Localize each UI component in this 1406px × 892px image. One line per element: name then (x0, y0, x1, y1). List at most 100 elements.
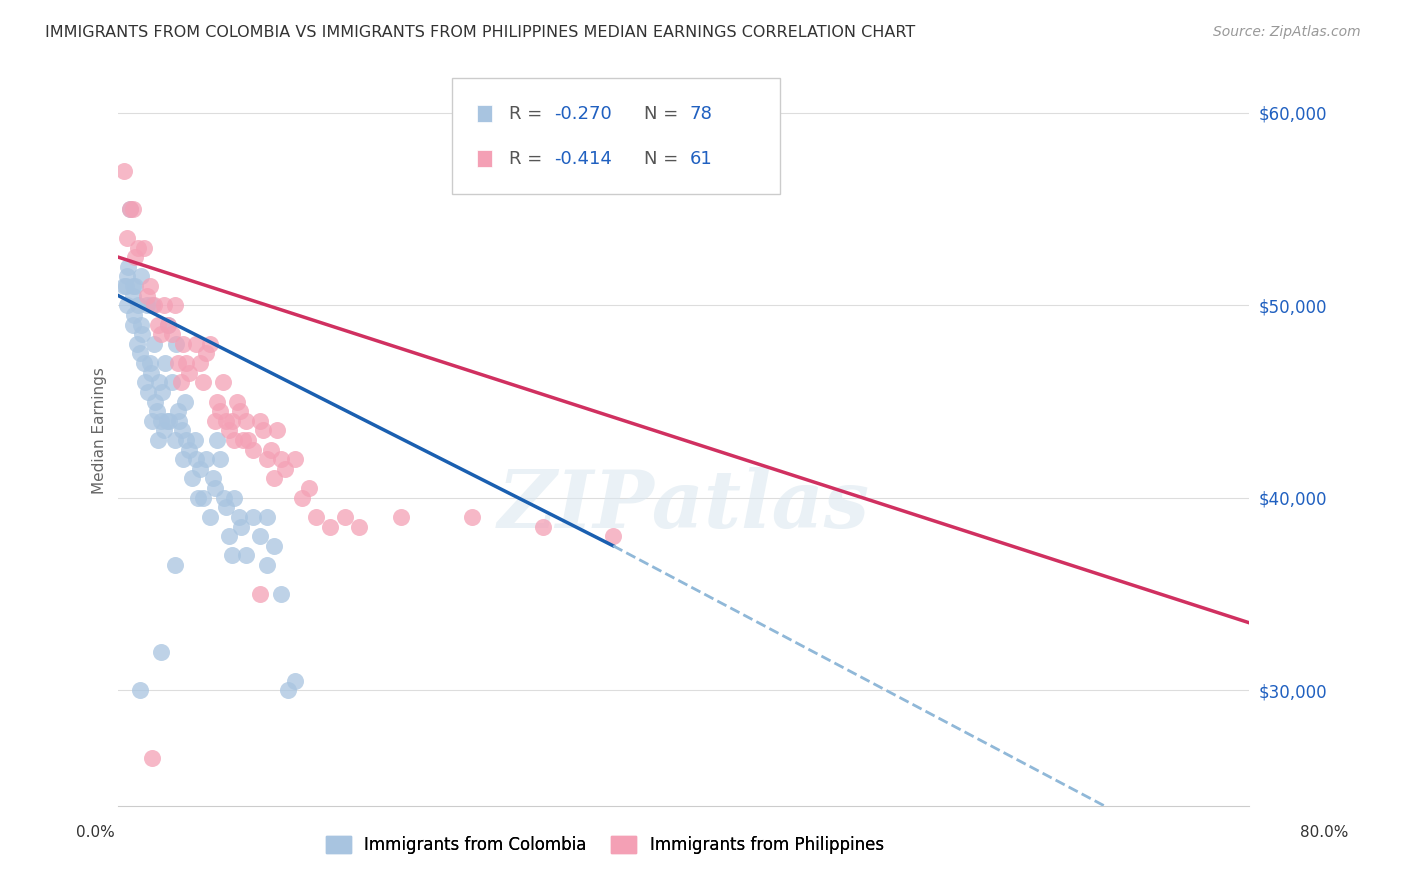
Point (156, 318, 179, 332)
Point (204, 481, 226, 495)
Point (176, 356, 198, 370)
Point (112, 279, 135, 293)
Point (141, 750, 163, 764)
Point (215, 414, 238, 428)
Point (152, 424, 174, 438)
Point (347, 519, 370, 533)
Point (121, 288, 143, 302)
Point (274, 462, 297, 476)
Point (221, 414, 243, 428)
Point (163, 558, 186, 573)
Point (209, 452, 232, 467)
Point (118, 202, 141, 216)
Text: -0.270: -0.270 (554, 104, 612, 123)
Point (249, 529, 271, 543)
Point (163, 298, 186, 312)
Point (204, 414, 226, 428)
Point (291, 491, 314, 505)
Point (270, 452, 292, 467)
Point (134, 376, 156, 390)
Text: IMMIGRANTS FROM COLOMBIA VS IMMIGRANTS FROM PHILIPPINES MEDIAN EARNINGS CORRELAT: IMMIGRANTS FROM COLOMBIA VS IMMIGRANTS F… (45, 25, 915, 40)
Point (181, 471, 204, 485)
Point (115, 269, 138, 284)
Point (156, 318, 179, 332)
Point (602, 529, 624, 543)
Point (195, 452, 218, 467)
Point (229, 404, 252, 418)
Text: ZIPatlas: ZIPatlas (498, 467, 870, 544)
Point (179, 366, 201, 380)
Point (150, 384, 173, 399)
Point (142, 298, 165, 312)
Point (190, 462, 212, 476)
Point (200, 510, 222, 524)
Point (170, 424, 193, 438)
Point (146, 318, 169, 332)
Point (231, 519, 253, 533)
Point (249, 587, 271, 601)
Point (184, 433, 207, 447)
Point (121, 279, 143, 293)
Point (389, 510, 412, 524)
Point (226, 394, 249, 409)
Point (200, 336, 222, 351)
Point (127, 241, 149, 255)
Point (215, 500, 238, 515)
Point (461, 510, 484, 524)
Point (202, 471, 225, 485)
Point (305, 510, 328, 524)
Legend: Immigrants from Colombia, Immigrants from Philippines: Immigrants from Colombia, Immigrants fro… (319, 830, 890, 861)
Y-axis label: Median Earnings: Median Earnings (93, 367, 107, 494)
Point (127, 298, 149, 312)
Point (149, 327, 172, 342)
Point (212, 376, 235, 390)
Point (242, 442, 264, 457)
Point (143, 394, 166, 409)
Point (118, 202, 141, 216)
Text: Source: ZipAtlas.com: Source: ZipAtlas.com (1213, 25, 1361, 39)
Point (128, 683, 150, 698)
Point (132, 356, 155, 370)
Text: N =: N = (644, 150, 685, 168)
Text: -0.414: -0.414 (554, 150, 612, 168)
Point (142, 336, 165, 351)
Point (187, 491, 209, 505)
Point (117, 260, 139, 274)
Text: R =: R = (509, 150, 547, 168)
Point (122, 308, 145, 322)
Point (131, 327, 153, 342)
Text: 0.0%: 0.0% (76, 825, 115, 839)
Point (235, 549, 257, 563)
Point (172, 452, 194, 467)
Point (165, 336, 187, 351)
Point (173, 394, 195, 409)
Point (228, 510, 250, 524)
Text: 61: 61 (689, 150, 713, 168)
Point (138, 279, 160, 293)
FancyBboxPatch shape (477, 105, 492, 122)
Text: R =: R = (509, 104, 547, 123)
Point (121, 318, 143, 332)
Point (115, 231, 138, 245)
Point (193, 376, 215, 390)
Point (266, 424, 288, 438)
Point (129, 269, 152, 284)
Point (172, 336, 194, 351)
Point (263, 539, 285, 553)
Point (238, 433, 260, 447)
Point (209, 404, 232, 418)
Point (224, 491, 246, 505)
Point (146, 433, 169, 447)
Point (249, 414, 271, 428)
Point (263, 471, 285, 485)
Point (277, 683, 299, 698)
Point (157, 414, 180, 428)
FancyBboxPatch shape (477, 151, 492, 167)
Point (136, 384, 159, 399)
Point (190, 356, 212, 370)
Point (195, 346, 218, 360)
Point (114, 279, 136, 293)
Point (270, 587, 292, 601)
Point (152, 298, 174, 312)
Point (115, 298, 138, 312)
